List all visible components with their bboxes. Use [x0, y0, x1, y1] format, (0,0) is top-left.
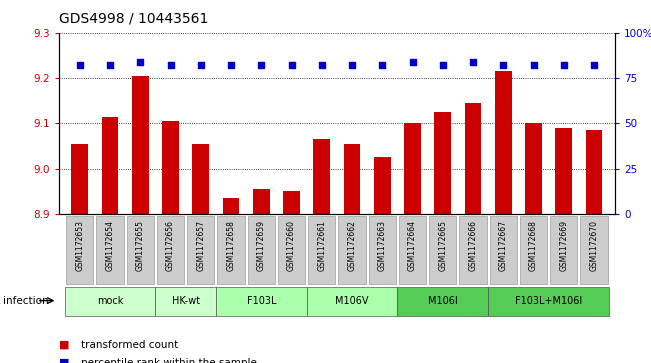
Point — [559, 62, 569, 68]
FancyBboxPatch shape — [96, 216, 124, 284]
Point — [589, 62, 599, 68]
Bar — [374, 158, 391, 363]
Text: GSM1172661: GSM1172661 — [317, 220, 326, 271]
Text: GSM1172659: GSM1172659 — [256, 220, 266, 271]
FancyBboxPatch shape — [64, 287, 156, 316]
Text: percentile rank within the sample: percentile rank within the sample — [81, 358, 257, 363]
FancyBboxPatch shape — [581, 216, 607, 284]
Text: GSM1172666: GSM1172666 — [469, 220, 478, 271]
Point — [286, 62, 297, 68]
FancyBboxPatch shape — [399, 216, 426, 284]
FancyBboxPatch shape — [216, 287, 307, 316]
Text: ■: ■ — [59, 340, 69, 350]
Text: GSM1172657: GSM1172657 — [196, 220, 205, 271]
Text: GSM1172668: GSM1172668 — [529, 220, 538, 271]
FancyBboxPatch shape — [368, 216, 396, 284]
Text: GSM1172662: GSM1172662 — [348, 220, 357, 271]
Bar — [162, 121, 179, 363]
FancyBboxPatch shape — [127, 216, 154, 284]
FancyBboxPatch shape — [550, 216, 577, 284]
Text: GSM1172667: GSM1172667 — [499, 220, 508, 271]
FancyBboxPatch shape — [278, 216, 305, 284]
Bar — [223, 198, 240, 363]
Text: F103L: F103L — [247, 295, 276, 306]
Bar — [434, 112, 451, 363]
Point — [437, 62, 448, 68]
Point — [377, 62, 387, 68]
Text: M106I: M106I — [428, 295, 458, 306]
Bar — [495, 71, 512, 363]
FancyBboxPatch shape — [460, 216, 487, 284]
FancyBboxPatch shape — [187, 216, 214, 284]
Point — [316, 62, 327, 68]
Text: GSM1172655: GSM1172655 — [136, 220, 145, 271]
Text: transformed count: transformed count — [81, 340, 178, 350]
Point — [135, 59, 145, 65]
Text: GSM1172665: GSM1172665 — [438, 220, 447, 271]
Text: GSM1172653: GSM1172653 — [76, 220, 84, 271]
Bar — [586, 130, 602, 363]
Text: GSM1172670: GSM1172670 — [590, 220, 598, 271]
FancyBboxPatch shape — [66, 216, 93, 284]
Bar — [72, 144, 88, 363]
Bar — [525, 123, 542, 363]
Text: ■: ■ — [59, 358, 69, 363]
Bar — [465, 103, 481, 363]
FancyBboxPatch shape — [490, 216, 517, 284]
Point — [75, 62, 85, 68]
Point — [105, 62, 115, 68]
Point — [195, 62, 206, 68]
Text: GSM1172654: GSM1172654 — [105, 220, 115, 271]
Bar — [555, 128, 572, 363]
Text: mock: mock — [97, 295, 123, 306]
Point — [408, 59, 418, 65]
Point — [529, 62, 539, 68]
Bar — [313, 139, 330, 363]
FancyBboxPatch shape — [520, 216, 547, 284]
Text: F103L+M106I: F103L+M106I — [515, 295, 582, 306]
Text: M106V: M106V — [335, 295, 368, 306]
Text: HK-wt: HK-wt — [172, 295, 200, 306]
Text: GSM1172660: GSM1172660 — [287, 220, 296, 271]
Bar — [283, 192, 300, 363]
Point — [165, 62, 176, 68]
Text: GSM1172669: GSM1172669 — [559, 220, 568, 271]
FancyBboxPatch shape — [308, 216, 335, 284]
Text: infection: infection — [3, 295, 49, 306]
Point — [347, 62, 357, 68]
FancyBboxPatch shape — [157, 216, 184, 284]
FancyBboxPatch shape — [307, 287, 397, 316]
Bar — [253, 189, 270, 363]
Bar — [193, 144, 209, 363]
Text: GDS4998 / 10443561: GDS4998 / 10443561 — [59, 11, 208, 25]
Bar — [102, 117, 118, 363]
FancyBboxPatch shape — [217, 216, 245, 284]
Point — [498, 62, 508, 68]
Bar — [404, 123, 421, 363]
FancyBboxPatch shape — [339, 216, 366, 284]
Text: GSM1172664: GSM1172664 — [408, 220, 417, 271]
FancyBboxPatch shape — [247, 216, 275, 284]
Point — [468, 59, 478, 65]
Text: GSM1172656: GSM1172656 — [166, 220, 175, 271]
FancyBboxPatch shape — [397, 287, 488, 316]
FancyBboxPatch shape — [488, 287, 609, 316]
FancyBboxPatch shape — [156, 287, 216, 316]
Point — [226, 62, 236, 68]
Bar — [132, 76, 148, 363]
Text: GSM1172658: GSM1172658 — [227, 220, 236, 271]
Point — [256, 62, 266, 68]
Text: GSM1172663: GSM1172663 — [378, 220, 387, 271]
Bar — [344, 144, 361, 363]
FancyBboxPatch shape — [429, 216, 456, 284]
